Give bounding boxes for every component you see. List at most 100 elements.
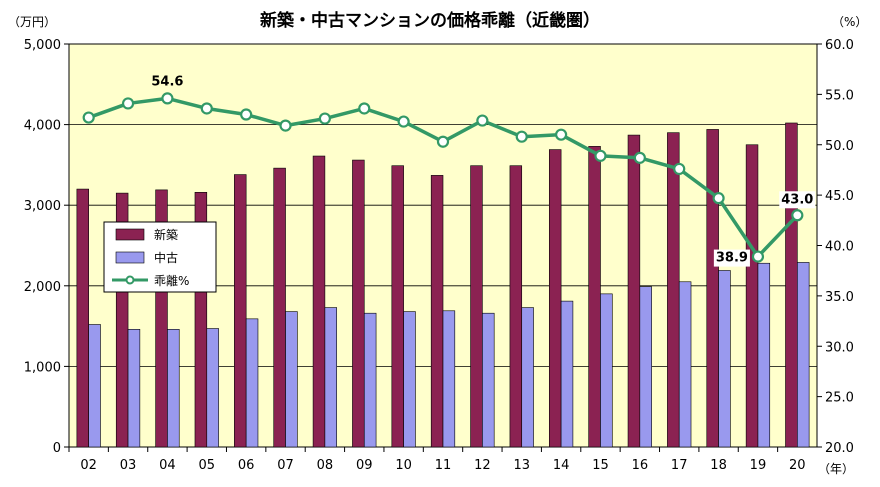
bar-shinchiku	[588, 146, 601, 448]
point-kairi	[200, 102, 213, 115]
bar-chuko	[718, 270, 731, 448]
y-left-tick-label: 2,000	[24, 280, 61, 295]
data-label-bg	[779, 191, 816, 209]
annotations-layer: 54.6 38.9 43.0	[151, 74, 816, 267]
point-kairi	[594, 149, 607, 162]
y-right-tick-label: 35.0	[825, 290, 854, 305]
x-tick-label: 17	[671, 458, 688, 473]
point-kairi	[791, 209, 804, 222]
bar-shinchiku	[470, 165, 483, 448]
line-layer	[82, 92, 804, 263]
bars-layer	[76, 122, 810, 448]
x-tick-label: 03	[120, 458, 137, 473]
x-tick-label: 06	[238, 458, 255, 473]
x-tick-label: 11	[435, 458, 452, 473]
y-right-unit: （%）	[832, 15, 867, 29]
x-tick-label: 19	[750, 458, 767, 473]
legend-swatch-shinchiku	[115, 228, 145, 241]
y-right-tick-label: 30.0	[825, 340, 854, 355]
bar-chuko	[285, 311, 298, 448]
bar-shinchiku	[706, 129, 719, 448]
bar-shinchiku	[312, 155, 326, 448]
x-tick-label: 05	[199, 458, 216, 473]
bar-shinchiku	[667, 132, 680, 448]
x-tick-label: 15	[592, 458, 609, 473]
y-left-tick-label: 5,000	[24, 38, 61, 53]
y-left-unit: （万円）	[8, 15, 56, 29]
point-kairi	[673, 162, 686, 176]
point-kairi	[240, 108, 253, 121]
bar-shinchiku	[391, 165, 404, 448]
legend-label-kairi: 乖離%	[154, 274, 189, 288]
bar-chuko	[521, 307, 534, 448]
bar-chuko	[482, 312, 495, 448]
x-tick-label: 18	[710, 458, 727, 473]
x-unit: （年）	[818, 462, 854, 476]
bar-chuko	[245, 318, 259, 448]
x-tick-label: 10	[395, 458, 412, 473]
x-tick-label: 07	[277, 458, 294, 473]
point-kairi	[515, 130, 528, 143]
bar-chuko	[88, 324, 101, 448]
y-left-tick-label: 3,000	[24, 199, 61, 214]
x-tick-label: 09	[356, 458, 373, 473]
bar-chuko	[797, 262, 810, 448]
data-label: 54.6	[151, 74, 183, 89]
bar-shinchiku	[745, 144, 759, 448]
chart-title: 新築・中古マンションの価格乖離（近畿圏）	[260, 10, 600, 31]
legend-label-chuko: 中古	[154, 250, 178, 265]
bar-shinchiku	[155, 189, 168, 448]
legend-label-shinchiku: 新築	[154, 227, 178, 242]
legend-swatch-chuko	[115, 251, 145, 264]
bar-chuko	[442, 310, 456, 448]
x-tick-label: 04	[159, 458, 176, 473]
y-right-tick-label: 50.0	[825, 139, 854, 154]
bar-shinchiku	[548, 149, 562, 448]
point-kairi	[318, 112, 331, 125]
y-right-tick-label: 55.0	[825, 88, 854, 103]
bar-shinchiku	[352, 159, 365, 448]
x-tick-label: 13	[513, 458, 530, 473]
bar-shinchiku	[785, 122, 798, 448]
data-label-bg	[713, 249, 750, 267]
y-right-tick-label: 20.0	[825, 441, 854, 456]
bar-shinchiku	[273, 167, 286, 448]
bar-chuko	[324, 307, 338, 448]
point-kairi	[358, 102, 371, 115]
bar-shinchiku	[194, 192, 208, 448]
bar-chuko	[639, 286, 652, 448]
point-kairi	[436, 135, 450, 148]
y-right-tick-label: 60.0	[825, 38, 854, 53]
point-kairi	[82, 111, 95, 124]
bar-shinchiku	[115, 192, 129, 448]
bar-shinchiku	[509, 165, 523, 448]
y-right-tick-label: 25.0	[825, 391, 854, 406]
x-tick-label: 20	[789, 458, 806, 473]
point-kairi	[476, 114, 489, 127]
point-kairi	[279, 119, 292, 132]
bar-chuko	[600, 293, 613, 448]
point-kairi	[397, 115, 410, 128]
point-kairi	[555, 128, 568, 141]
data-label: 43.0	[781, 192, 813, 207]
bar-shinchiku	[627, 134, 641, 448]
bar-chuko	[363, 312, 377, 448]
bar-chuko	[403, 311, 416, 448]
bar-shinchiku	[430, 175, 444, 448]
bar-shinchiku	[76, 188, 89, 448]
point-kairi	[751, 250, 765, 263]
x-tick-label: 08	[317, 458, 334, 473]
bar-chuko	[757, 262, 771, 448]
y-left-tick-label: 4,000	[24, 119, 61, 134]
x-tick-label: 14	[553, 458, 570, 473]
point-kairi	[121, 97, 135, 110]
axes-layer: 0 1,000 2,000 3,000 4,000 5,000 20.0 25.0 30.0 35…	[24, 38, 854, 473]
x-tick-label: 12	[474, 458, 491, 473]
y-right-tick-label: 45.0	[825, 189, 854, 204]
y-left-tick-label: 1,000	[24, 360, 61, 375]
x-tick-label: 16	[632, 458, 649, 473]
point-kairi	[161, 92, 174, 105]
point-kairi	[633, 151, 646, 164]
bar-shinchiku	[234, 174, 247, 448]
